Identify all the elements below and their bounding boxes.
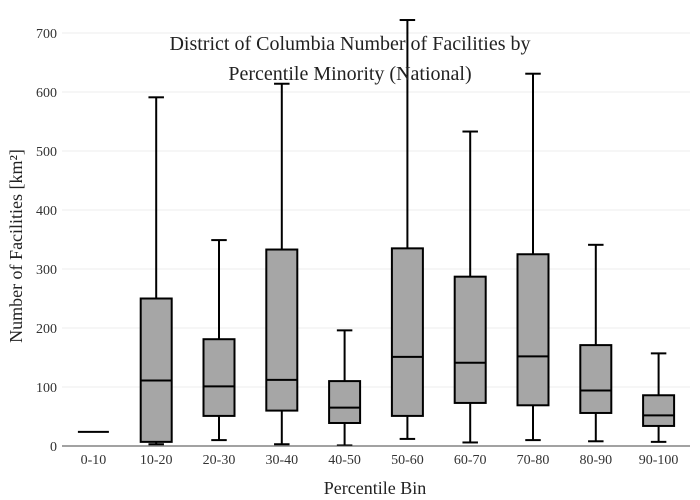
box-40-50 [328,329,362,447]
box-30-40 [265,82,299,446]
x-tick-label-30-40: 30-40 [265,453,298,468]
box-70-80 [516,72,550,442]
box-80-90 [579,243,613,443]
iqr-box-20-30 [202,338,236,417]
y-tick-label-200: 200 [36,322,57,337]
iqr-box-80-90 [579,344,613,414]
x-tick-label-40-50: 40-50 [328,453,361,468]
box-50-60 [390,19,424,440]
y-tick-label-400: 400 [36,204,57,219]
boxes [77,19,676,447]
x-tick-label-80-90: 80-90 [579,453,612,468]
iqr-box-90-100 [642,394,676,427]
iqr-box-70-80 [516,253,550,407]
y-tick-labels: 0 100 200 300 400 500 600 700 [36,27,57,455]
y-tick-label-700: 700 [36,27,57,42]
x-axis-title: Percentile Bin [324,478,426,498]
x-tick-label-50-60: 50-60 [391,453,424,468]
chart-title-line-1: District of Columbia Number of Facilitie… [169,33,530,55]
y-axis-title: Number of Facilities [km²] [6,149,26,343]
iqr-box-30-40 [265,248,299,412]
x-tick-label-60-70: 60-70 [454,453,487,468]
x-tick-label-70-80: 70-80 [517,453,550,468]
iqr-box-10-20 [139,297,173,443]
x-tick-label-20-30: 20-30 [203,453,236,468]
iqr-box-60-70 [453,275,487,404]
x-tick-label-10-20: 10-20 [140,453,173,468]
y-tick-label-300: 300 [36,263,57,278]
y-tick-label-500: 500 [36,145,57,160]
y-tick-label-0: 0 [50,440,57,455]
x-tick-labels: 0-10 10-20 20-30 30-40 40-50 50-60 60-70 70-80 8… [81,453,679,468]
box-90-100 [642,352,676,443]
y-tick-label-600: 600 [36,86,57,101]
iqr-box-50-60 [390,247,424,417]
chart-title-line-2: Percentile Minority (National) [228,63,471,85]
x-tick-label-0-10: 0-10 [81,453,107,468]
box-60-70 [453,130,487,444]
y-tick-label-100: 100 [36,381,57,396]
box-10-20 [139,96,173,446]
x-tick-label-90-100: 90-100 [639,453,679,468]
iqr-box-40-50 [328,380,362,424]
box-20-30 [202,239,236,442]
